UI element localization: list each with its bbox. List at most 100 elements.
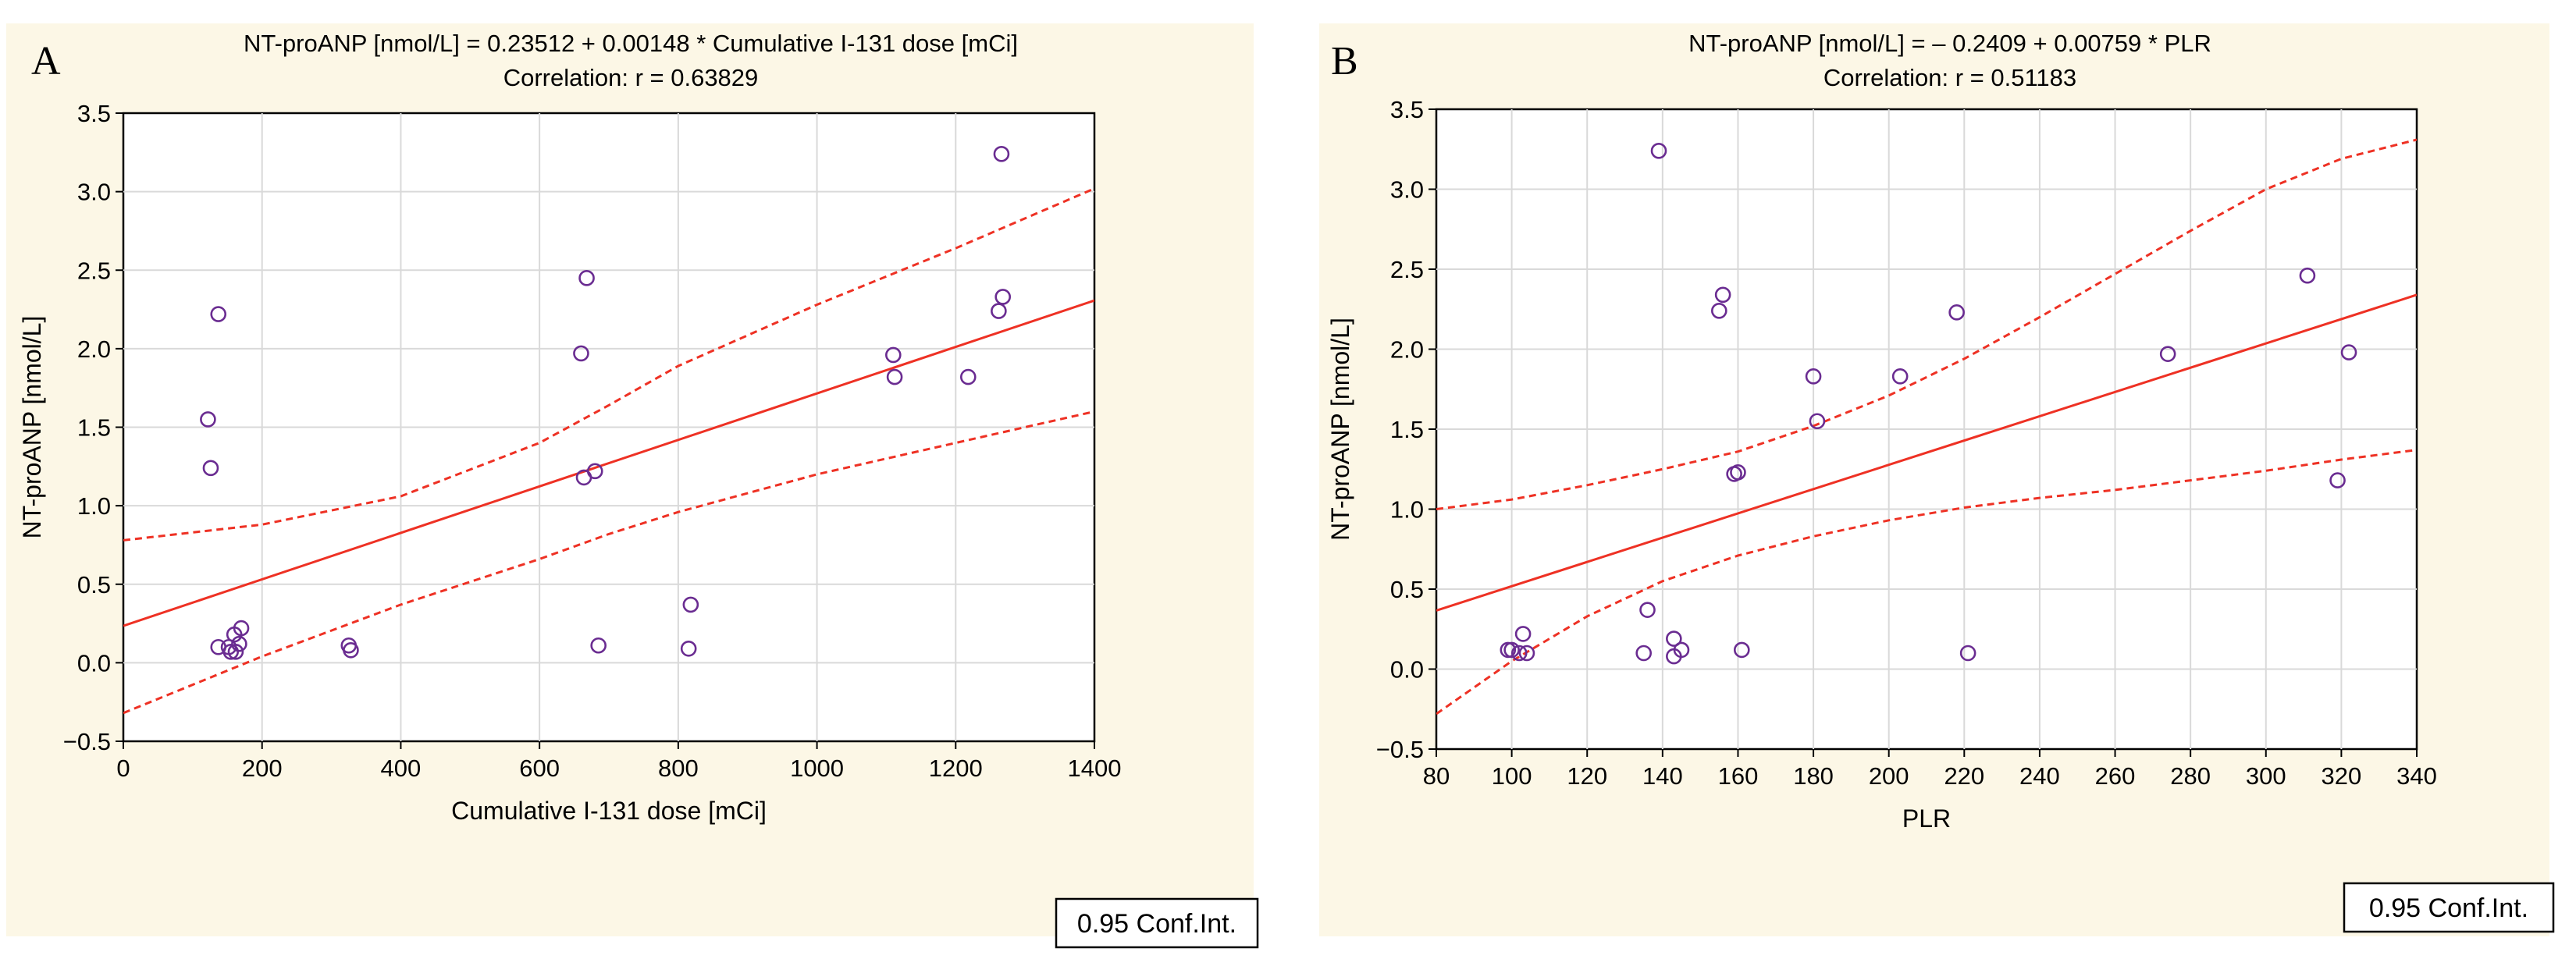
chart-a-ci-upper <box>123 187 1094 542</box>
chart-a-data-point <box>680 640 697 657</box>
chart-a-panel-letter: A <box>31 39 61 83</box>
chart-a-data-point <box>573 345 589 362</box>
chart-a-x-axis-label: Cumulative I-131 dose [mCi] <box>451 797 767 825</box>
chart-b-y-tick-label: 2.5 <box>1390 256 1424 283</box>
chart-b-series <box>1436 138 2417 716</box>
chart-a-y-axis-label: NT-proANP [nmol/L] <box>18 316 46 539</box>
chart-a-series <box>123 146 1094 715</box>
chart-b-data-point <box>1503 641 1520 659</box>
chart-a-ci-lower <box>123 410 1094 715</box>
chart-b-x-tick-label: 240 <box>2019 762 2060 790</box>
chart-b-panel-letter: B <box>1331 39 1358 83</box>
chart-a-data-point <box>586 463 603 480</box>
chart-b-x-tick-label: 120 <box>1567 762 1607 790</box>
chart-b-data-point <box>2340 344 2357 360</box>
chart-a-y-tick-label: 2.5 <box>77 257 111 284</box>
chart-b-data-point <box>1948 304 1965 321</box>
chart-b-data-point <box>1809 413 1826 430</box>
chart-panel-a: A NT-proANP [nmol/L] = 0.23512 + 0.00148 … <box>0 0 1280 966</box>
chart-b-y-tick-label: 0.0 <box>1390 656 1424 684</box>
chart-b-x-tick-label: 340 <box>2396 762 2437 790</box>
chart-a-data-point <box>885 346 902 364</box>
chart-a-data-point <box>993 146 1010 162</box>
chart-a-subtitle: Correlation: r = 0.63829 <box>503 64 759 91</box>
chart-b-data-point <box>1711 302 1727 319</box>
chart-b-data-point <box>1635 645 1652 662</box>
chart-a-data-point <box>227 643 244 660</box>
chart-b-data-point <box>1673 641 1690 659</box>
chart-b-data-point <box>1730 464 1746 481</box>
chart-b-ci-lower <box>1436 449 2417 716</box>
chart-a-data-point <box>231 635 247 652</box>
chart-a-x-tick-label: 600 <box>519 755 560 782</box>
chart-b-y-tick-label: 3.5 <box>1390 96 1424 123</box>
chart-a-y-tick-label: 3.5 <box>77 100 111 127</box>
chart-a-legend-label: 0.95 Conf.Int. <box>1077 909 1236 939</box>
chart-b-data-point <box>2329 472 2346 488</box>
chart-b-x-tick-label: 180 <box>1793 762 1834 790</box>
chart-b-data-point <box>1714 286 1731 304</box>
chart-b-x-tick-label: 300 <box>2246 762 2286 790</box>
chart-a-x-tick-label: 800 <box>658 755 699 782</box>
chart-b-data-point <box>2299 267 2316 284</box>
chart-b-y-tick-label: −0.5 <box>1376 736 1424 763</box>
chart-b-data-point <box>2159 346 2176 362</box>
chart-a-y-tick-label: 0.5 <box>77 571 111 598</box>
chart-b-x-tick-label: 80 <box>1423 762 1450 790</box>
chart-b-data-point <box>1514 626 1532 642</box>
chart-b-grid <box>1436 109 2417 749</box>
chart-b-data-point <box>1666 630 1682 647</box>
chart-a-x-tick-label: 0 <box>116 755 130 782</box>
chart-b-y-tick-label: 1.0 <box>1390 496 1424 524</box>
chart-b-x-tick-label: 200 <box>1869 762 1909 790</box>
chart-a-x-tick-label: 1000 <box>790 755 844 782</box>
chart-a-x-tick-label: 1400 <box>1068 755 1122 782</box>
chart-a-data-point <box>233 620 250 637</box>
chart-a-data-point <box>886 368 903 385</box>
chart-a-y-tick-label: −0.5 <box>63 728 111 755</box>
chart-a-svg: A NT-proANP [nmol/L] = 0.23512 + 0.00148 … <box>6 23 1259 949</box>
chart-b-x-tick-label: 260 <box>2095 762 2136 790</box>
chart-b-data-point <box>1650 143 1667 159</box>
chart-a-x-tick-label: 200 <box>242 755 283 782</box>
chart-a-y-tick-label: 2.0 <box>77 336 111 363</box>
chart-a-data-point <box>682 596 699 613</box>
chart-b-legend-label: 0.95 Conf.Int. <box>2369 893 2528 923</box>
chart-b-subtitle: Correlation: r = 0.51183 <box>1823 64 2076 91</box>
chart-a-data-point <box>202 460 219 477</box>
chart-b-x-axis-label: PLR <box>1902 804 1951 833</box>
chart-b-legend-box <box>2343 882 2555 933</box>
chart-a-data-point <box>343 641 359 659</box>
chart-b-data-point <box>1959 645 1976 662</box>
chart-a-x-tick-label: 1200 <box>929 755 983 782</box>
chart-b-y-axis-label: NT-proANP [nmol/L] <box>1326 318 1354 541</box>
chart-panel-b: B NT-proANP [nmol/L] = – 0.2409 + 0.00759… <box>1296 0 2576 966</box>
chart-a-data-point <box>210 306 227 322</box>
chart-b-data-point <box>1733 641 1750 659</box>
chart-b-x-tick-label: 320 <box>2322 762 2362 790</box>
chart-a-title: NT-proANP [nmol/L] = 0.23512 + 0.00148 *… <box>244 30 1018 57</box>
chart-b-svg: B NT-proANP [nmol/L] = – 0.2409 + 0.00759… <box>1319 23 2555 936</box>
chart-a-y-tick-label: 1.0 <box>77 492 111 520</box>
chart-b-x-tick-label: 220 <box>1944 762 1984 790</box>
chart-b-regression-line <box>1436 293 2417 612</box>
chart-a-legend-box <box>1055 897 1259 949</box>
chart-b-y-tick-label: 2.0 <box>1390 336 1424 364</box>
chart-a-data-point <box>991 303 1007 319</box>
chart-a-data-point <box>578 270 595 286</box>
chart-a-x-tick-label: 400 <box>381 755 422 782</box>
chart-b-y-tick-label: 1.5 <box>1390 416 1424 443</box>
chart-b-data-point <box>1805 368 1822 385</box>
chart-b-x-tick-label: 100 <box>1492 762 1532 790</box>
chart-a-regression-line <box>123 299 1094 627</box>
chart-b-data-point <box>1891 368 1909 385</box>
chart-b-title: NT-proANP [nmol/L] = – 0.2409 + 0.00759 … <box>1688 30 2211 57</box>
chart-b-data-point <box>1639 602 1656 618</box>
chart-a-data-point <box>959 368 977 385</box>
chart-b-ci-upper <box>1436 138 2417 510</box>
chart-a-data-point <box>200 411 216 428</box>
chart-b-data-point <box>1510 645 1528 662</box>
chart-b-y-tick-label: 0.5 <box>1390 576 1424 603</box>
chart-b-x-tick-label: 280 <box>2170 762 2211 790</box>
chart-a-y-tick-label: 3.0 <box>77 179 111 206</box>
